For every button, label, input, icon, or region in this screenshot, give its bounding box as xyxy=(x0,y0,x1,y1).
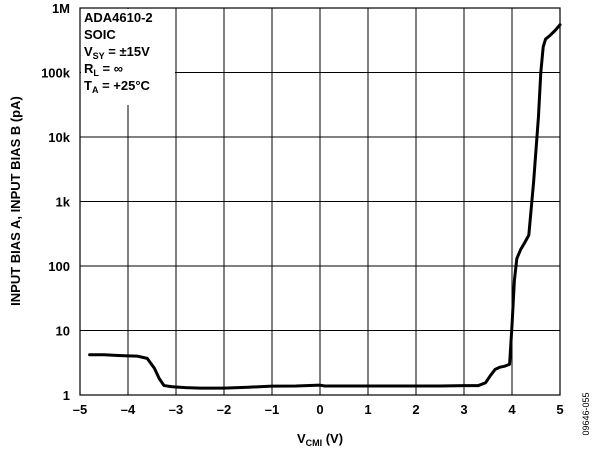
legend-line: SOIC xyxy=(84,27,116,42)
x-tick-label: –1 xyxy=(265,402,279,417)
y-tick-label: 10 xyxy=(56,324,70,339)
legend-line: VSY = ±15V xyxy=(84,44,150,61)
x-tick-label: 3 xyxy=(460,402,467,417)
y-tick-label: 10k xyxy=(48,130,70,145)
y-tick-label: 100 xyxy=(48,259,70,274)
x-tick-label: –3 xyxy=(169,402,183,417)
y-tick-label: 1k xyxy=(56,195,71,210)
legend-box xyxy=(81,9,175,105)
y-tick-labels: 1 10 100 1k 10k 100k 1M xyxy=(41,1,71,403)
x-tick-label: –5 xyxy=(73,402,87,417)
y-tick-label: 100k xyxy=(41,66,71,81)
x-tick-label: 0 xyxy=(316,402,323,417)
x-tick-label: –4 xyxy=(121,402,136,417)
x-axis-label: VCMI (V) xyxy=(297,431,343,448)
y-axis-label: INPUT BIAS A, INPUT BIAS B (pA) xyxy=(8,96,23,306)
grid xyxy=(80,8,560,395)
series-line xyxy=(88,23,562,390)
y-tick-label: 1 xyxy=(63,388,70,403)
x-tick-label: 5 xyxy=(556,402,563,417)
plot-frame xyxy=(79,7,561,396)
series-group xyxy=(88,23,562,390)
x-tick-label: 2 xyxy=(412,402,419,417)
x-tick-labels: –5 –4 –3 –2 –1 0 1 2 3 4 5 xyxy=(73,402,564,417)
x-tick-label: –2 xyxy=(217,402,231,417)
legend-line: ADA4610-2 xyxy=(84,10,153,25)
legend-line: TA = +25°C xyxy=(84,78,151,95)
y-tick-label: 1M xyxy=(52,1,70,16)
legend-line: RL = ∞ xyxy=(84,61,123,78)
x-tick-label: 1 xyxy=(364,402,371,417)
x-tick-label: 4 xyxy=(508,402,516,417)
figure-id: 09646-055 xyxy=(581,392,591,435)
